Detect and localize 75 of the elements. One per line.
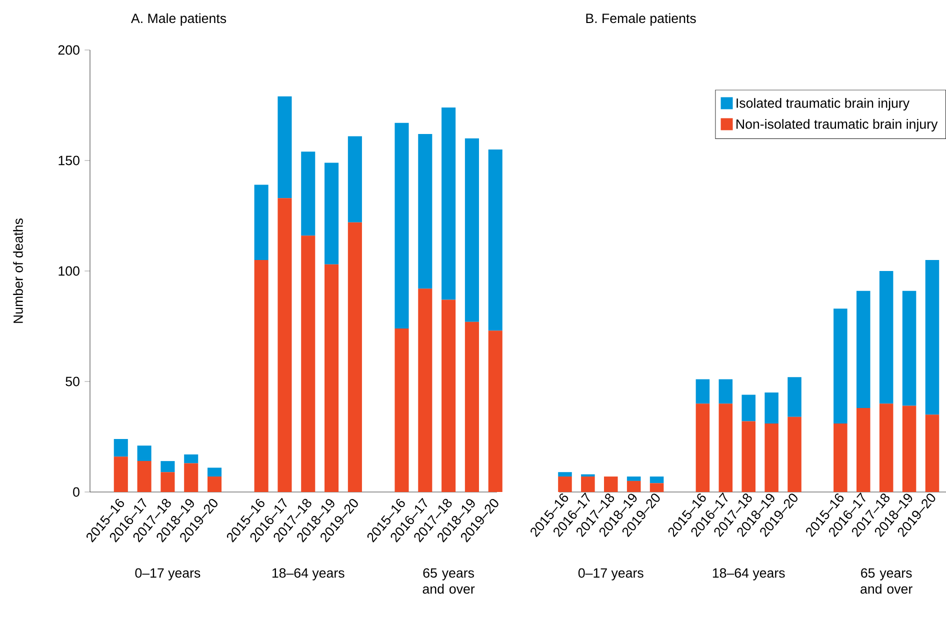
legend-label: Non-isolated traumatic brain injury [736,119,938,132]
bar [925,260,940,415]
bar [696,404,710,492]
bar [207,468,222,477]
text: 65 years and over [422,568,475,594]
bar [581,476,595,492]
text: 65 years and over [860,568,912,594]
bar [394,328,409,492]
bar [626,480,641,492]
bar [160,472,175,492]
bar [114,438,128,457]
bar [834,423,848,492]
bar [418,134,432,289]
bar [184,463,198,492]
bar [626,476,641,481]
bar [488,330,502,492]
bar [442,300,456,492]
bar [581,474,595,477]
bar [324,264,339,492]
bar [278,96,292,198]
bar [324,162,339,264]
y-tick-label: 200 [58,45,80,55]
bar [418,288,432,492]
bar [254,260,268,492]
bar [301,152,316,236]
bar [902,290,916,406]
bar [879,271,894,404]
y-tick-label: 100 [58,266,80,276]
bar [207,476,222,492]
bar [650,476,664,484]
bar [879,404,894,492]
y-tick-label: 50 [66,376,80,386]
bar [348,136,362,222]
bar [604,476,618,492]
bar [764,392,778,424]
bar [650,483,664,492]
chart-title: B. Female patients [586,13,696,26]
bar [114,456,128,492]
bar [137,446,152,462]
bar [788,377,802,417]
text: 18–64 years [272,568,344,580]
legend-label: Isolated traumatic brain injury [736,98,910,110]
bar [742,421,756,492]
text: 0–17 years [578,568,644,580]
bar [558,472,572,477]
bar [856,290,870,408]
bar [558,476,572,492]
bar [742,394,756,422]
bar [764,423,778,492]
bar [464,138,479,322]
bar [254,184,268,260]
bar [488,149,502,331]
chart-title: A. Male patients [130,13,226,26]
bar [788,416,802,492]
bar [718,379,733,404]
text: 18–64 years [712,568,785,580]
bar [160,461,175,472]
bar [718,404,733,492]
bar [442,107,456,300]
bar [834,308,848,424]
bar [925,414,940,492]
bar [184,454,198,464]
bar [902,406,916,492]
bar [464,322,479,492]
bar [696,379,710,404]
y-tick-label: 0 [73,487,80,497]
bar [348,222,362,492]
bar [137,461,152,492]
text: 0–17 years [135,568,200,580]
bar [301,236,316,492]
bar [278,198,292,492]
y-axis-title: Number of deaths [13,218,23,323]
bar [394,122,409,328]
y-tick-label: 150 [58,156,80,166]
bar [856,408,870,492]
